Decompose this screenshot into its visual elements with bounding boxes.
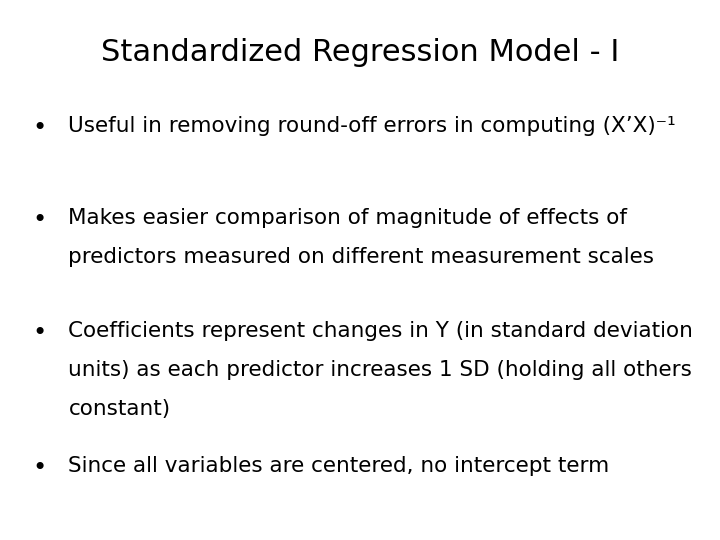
Text: •: • (32, 456, 47, 480)
Text: •: • (32, 116, 47, 140)
Text: Since all variables are centered, no intercept term: Since all variables are centered, no int… (68, 456, 610, 476)
Text: •: • (32, 208, 47, 232)
Text: predictors measured on different measurement scales: predictors measured on different measure… (68, 247, 654, 267)
Text: units) as each predictor increases 1 SD (holding all others: units) as each predictor increases 1 SD … (68, 360, 692, 380)
Text: constant): constant) (68, 399, 171, 419)
Text: Useful in removing round-off errors in computing (X’X)⁻¹: Useful in removing round-off errors in c… (68, 116, 676, 136)
Text: Makes easier comparison of magnitude of effects of: Makes easier comparison of magnitude of … (68, 208, 627, 228)
Text: •: • (32, 321, 47, 345)
Text: Coefficients represent changes in Y (in standard deviation: Coefficients represent changes in Y (in … (68, 321, 693, 341)
Text: Standardized Regression Model - I: Standardized Regression Model - I (101, 38, 619, 67)
